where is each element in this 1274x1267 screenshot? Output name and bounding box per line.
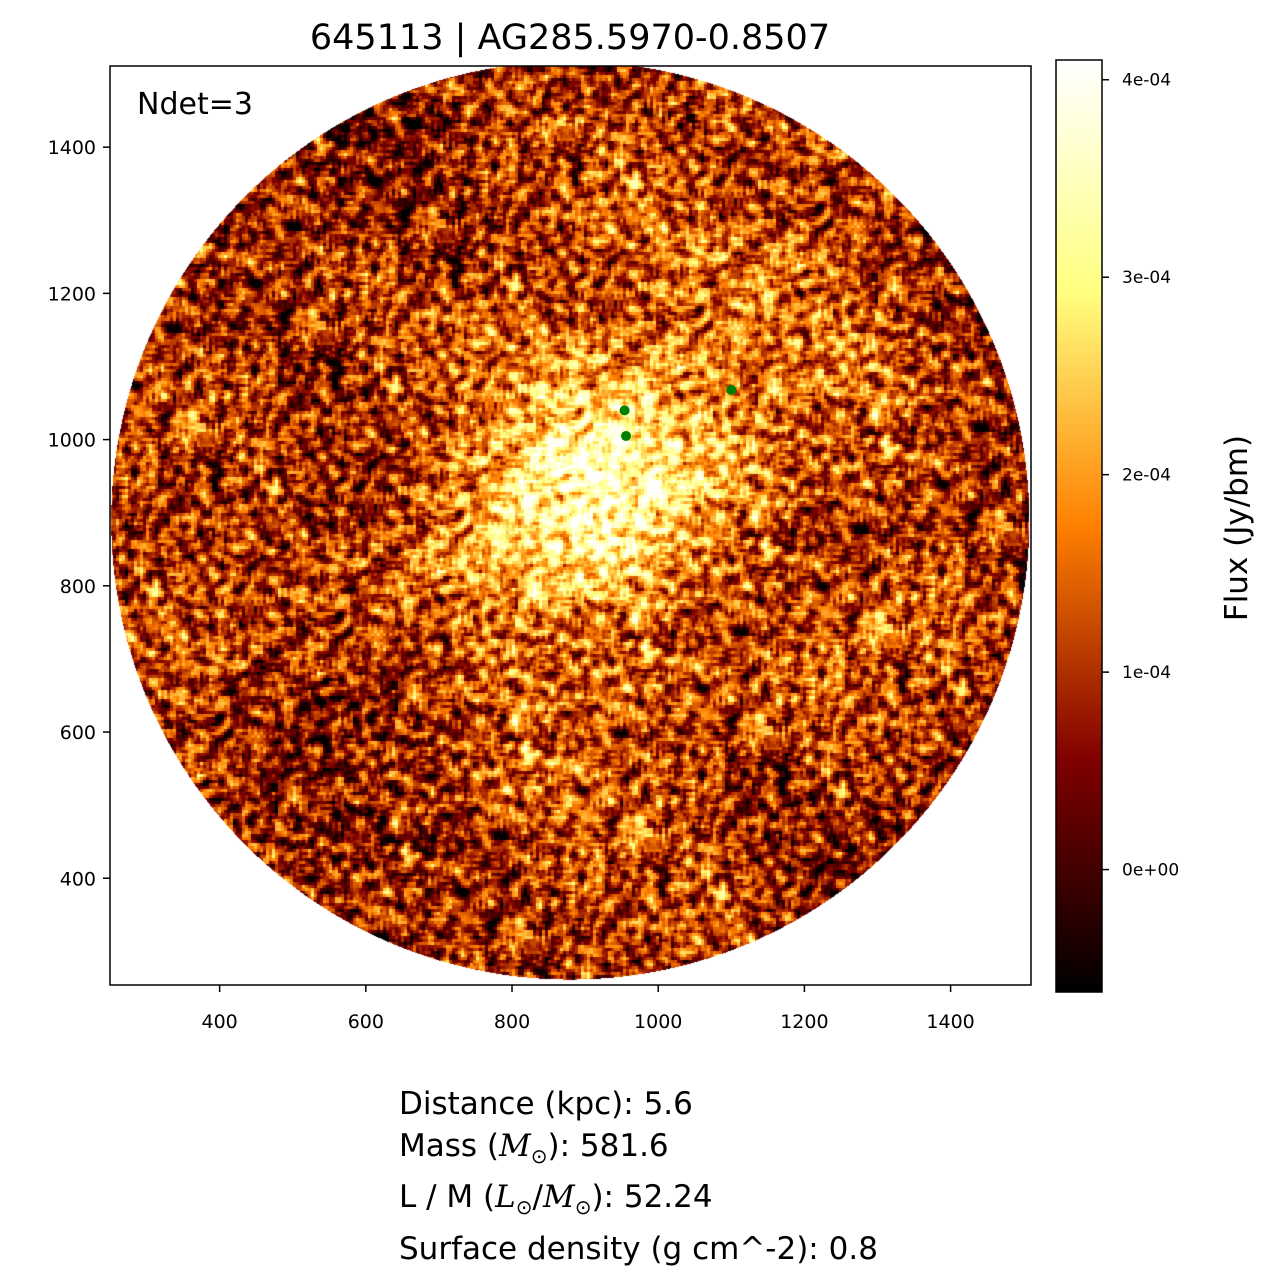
sun-symbol: ⊙	[574, 1195, 592, 1220]
plot-frame	[109, 65, 1032, 986]
colorbar-tick-label: 1e-04	[1122, 663, 1171, 683]
m-symbol: M	[542, 1179, 575, 1216]
x-tick-label: 600	[348, 1011, 384, 1033]
detection-markers	[619, 384, 737, 441]
distance-text: Distance (kpc): 5.6	[399, 1086, 693, 1122]
y-tick-label: 600	[60, 722, 96, 744]
x-tick-label: 1000	[634, 1011, 682, 1033]
colorbar	[1055, 59, 1103, 993]
x-tick-label: 1200	[780, 1011, 828, 1033]
y-tick-label: 1400	[48, 137, 96, 159]
detection-point	[621, 430, 632, 441]
source-info: Distance (kpc): 5.6 Mass (M⊙): 581.6 L /…	[399, 1084, 878, 1267]
detection-point	[619, 405, 630, 416]
chart-title: 645113 | AG285.5970-0.8507	[310, 18, 830, 58]
flux-map-image	[110, 66, 1031, 985]
y-axis: 400 600 800 1000 1200 1400	[48, 137, 110, 890]
surface-density-text: Surface density (g cm^-2): 0.8	[399, 1230, 878, 1267]
lm-text: L / M (L⊙/M⊙): 52.24	[399, 1179, 713, 1220]
y-tick-label: 800	[60, 576, 96, 598]
mass-prefix: Mass (	[399, 1127, 499, 1164]
colorbar-ticks: 0e+00 1e-04 2e-04 3e-04 4e-04	[1102, 71, 1179, 881]
x-tick-label: 400	[202, 1011, 238, 1033]
x-axis: 400 600 800 1000 1200 1400	[202, 985, 975, 1033]
m-symbol: M	[499, 1127, 531, 1164]
ndet-annotation: Ndet=3	[137, 87, 253, 122]
y-tick-label: 400	[60, 868, 96, 890]
detection-point	[726, 384, 737, 395]
x-tick-label: 1400	[926, 1011, 974, 1033]
lm-prefix: L / M (	[399, 1179, 496, 1216]
mass-text: Mass (M⊙): 581.6	[399, 1126, 878, 1178]
sun-symbol: ⊙	[530, 1143, 548, 1168]
colorbar-tick-label: 3e-04	[1122, 268, 1171, 288]
sun-symbol: ⊙	[515, 1195, 533, 1220]
colorbar-tick-label: 2e-04	[1122, 466, 1171, 486]
x-tick-label: 800	[494, 1011, 530, 1033]
y-tick-label: 1200	[48, 283, 96, 305]
lm-value: ): 52.24	[591, 1179, 713, 1216]
colorbar-tick-label: 0e+00	[1122, 861, 1179, 881]
mass-value: ): 581.6	[547, 1127, 669, 1164]
colorbar-label: Flux (Jy/bm)	[1219, 435, 1255, 621]
y-tick-label: 1000	[48, 430, 96, 452]
colorbar-tick-label: 4e-04	[1122, 71, 1171, 91]
l-symbol: L	[495, 1179, 516, 1216]
